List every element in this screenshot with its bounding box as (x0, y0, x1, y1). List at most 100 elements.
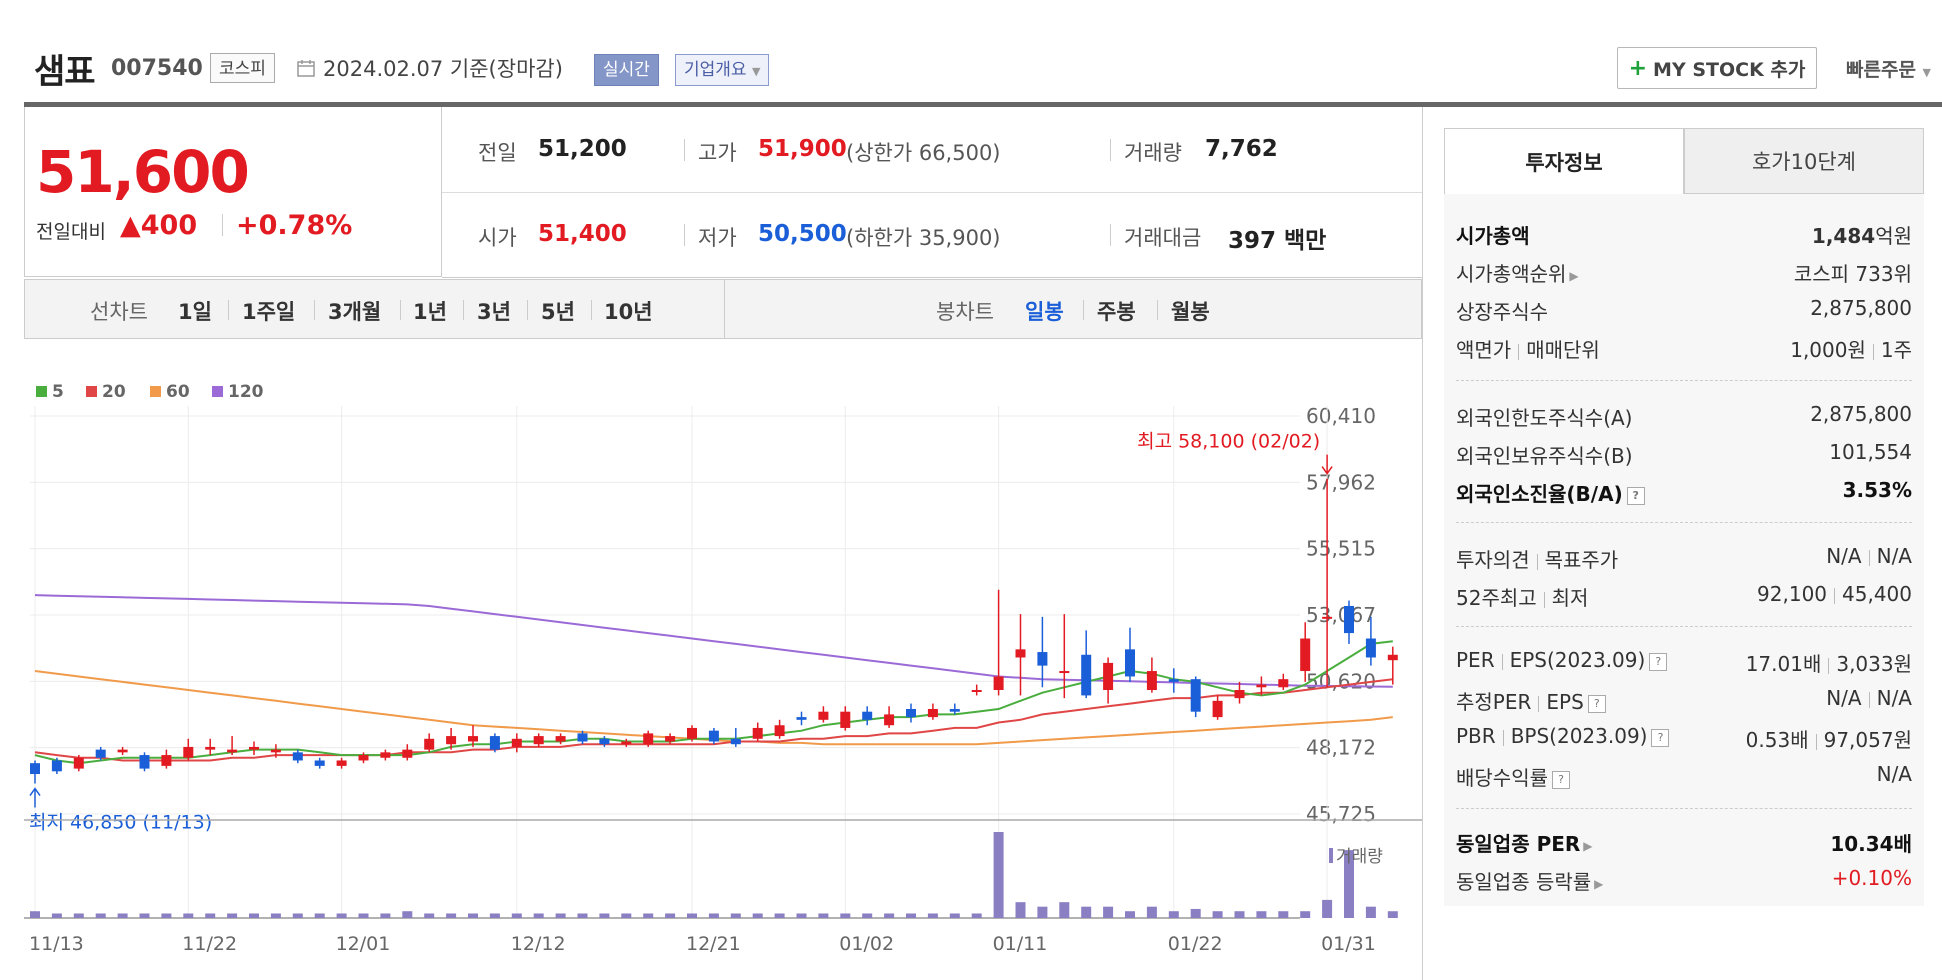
candle-weekly[interactable]: 주봉 (1097, 300, 1136, 324)
period-3m[interactable]: 3개월 (328, 300, 382, 324)
candle-body (1103, 662, 1114, 691)
volume-bar (468, 913, 478, 918)
volume-bar (183, 913, 194, 918)
trade-unit-text: 매매단위 (1526, 338, 1600, 362)
market-badge: 코스피 (210, 53, 275, 83)
opinion-value: N/A N/A (1826, 544, 1912, 568)
divider (314, 300, 315, 320)
candle-body (1365, 638, 1376, 658)
market-cap-rank-link[interactable]: 시가총액순위 ▶ (1456, 258, 1579, 287)
sector-per-link[interactable]: 동일업종 PER ▶ (1456, 828, 1593, 857)
volume-bar (1256, 911, 1267, 918)
volume-bar (730, 913, 741, 918)
candle-body (249, 746, 259, 750)
volume-bar (1387, 911, 1398, 918)
candle-daily[interactable]: 일봉 (1025, 300, 1064, 324)
period-3y[interactable]: 3년 (477, 300, 511, 324)
candle-body (708, 730, 719, 742)
candle-body (949, 708, 960, 712)
low-value: 50,500 (758, 221, 847, 247)
realtime-button[interactable]: 실시간 (594, 54, 659, 86)
volume-bar (117, 913, 128, 918)
candle-body (687, 727, 697, 739)
high-value: 51,900 (758, 136, 847, 162)
target-price-text: 목표주가 (1544, 548, 1619, 572)
candle-body (1212, 700, 1223, 718)
tab-investment-info[interactable]: 투자정보 (1444, 128, 1684, 194)
period-10y[interactable]: 10년 (604, 300, 653, 324)
candle-monthly[interactable]: 월봉 (1171, 300, 1210, 324)
volume-bar (73, 913, 84, 918)
x-tick-label: 01/02 (839, 933, 894, 955)
sector-change-value: +0.10% (1831, 866, 1912, 890)
candle-body (336, 760, 347, 766)
market-cap-label: 시가총액 (1456, 224, 1530, 248)
period-1w[interactable]: 1주일 (242, 300, 296, 324)
sector-change-link[interactable]: 동일업종 등락률 ▶ (1456, 866, 1603, 895)
foreign-limit-label: 외국인한도주식수(A) (1456, 406, 1633, 430)
divider (1872, 343, 1874, 360)
volume-bar (993, 832, 1004, 918)
candle-body (1278, 679, 1289, 688)
candle-body (971, 690, 982, 693)
legend-swatch (86, 386, 97, 397)
lower-limit: (하한가 35,900) (846, 226, 1001, 250)
trade-unit-number: 1주 (1880, 338, 1912, 362)
y-tick-label: 53,067 (1306, 603, 1376, 627)
period-5y[interactable]: 5년 (541, 300, 575, 324)
divider (1083, 300, 1084, 320)
divider (1502, 729, 1504, 746)
quick-order-button[interactable]: 빠른주문 ▼ (1846, 55, 1931, 82)
divider (1536, 553, 1538, 570)
company-info-dropdown[interactable]: 기업개요 ▼ (675, 54, 770, 86)
volume-bar (840, 913, 851, 918)
period-1d[interactable]: 1일 (178, 300, 212, 324)
price-chart[interactable]: 60,410 57,962 55,515 53,067 50,620 48,172 45,7… (24, 370, 1422, 970)
candle-body (993, 676, 1004, 691)
header-divider (24, 102, 1942, 107)
candle-body (1190, 679, 1201, 712)
per-value: 17.01배 3,033원 (1746, 648, 1912, 677)
volume-bar (687, 913, 697, 918)
volume-bar (249, 913, 259, 918)
candle-body (161, 755, 172, 766)
help-icon[interactable]: ? (1649, 652, 1668, 671)
x-tick-label: 01/31 (1321, 933, 1376, 955)
candle-body (402, 749, 413, 758)
divider (1501, 653, 1503, 670)
est-per-value: N/A N/A (1826, 686, 1912, 710)
volume-bar (971, 913, 982, 918)
volume-bar (51, 913, 62, 918)
divider (1456, 808, 1912, 809)
candle-body (599, 738, 610, 745)
chart-toolbar (24, 279, 1422, 339)
help-icon[interactable]: ? (1626, 486, 1645, 505)
help-icon[interactable]: ? (1587, 694, 1606, 713)
x-tick-label: 11/13 (29, 933, 84, 955)
opinion-number: N/A (1826, 544, 1862, 568)
candle-body (424, 738, 435, 750)
volume-bar (533, 913, 544, 918)
tab-orderbook-10[interactable]: 호가10단계 (1684, 128, 1924, 194)
per-text: PER (1456, 648, 1495, 672)
volume-bar (818, 913, 829, 918)
help-icon[interactable]: ? (1651, 728, 1670, 747)
caret-right-icon: ▶ (1583, 838, 1593, 853)
help-icon[interactable]: ? (1552, 770, 1570, 789)
divider (1157, 300, 1158, 320)
divider (400, 300, 401, 320)
mystock-add-button[interactable]: + MY STOCK 추가 (1617, 47, 1817, 89)
market-cap-rank-value: 코스피 733위 (1793, 262, 1912, 286)
line-chart-label: 선차트 (90, 300, 148, 324)
candle-body (555, 736, 566, 742)
candle-body (205, 746, 216, 750)
divider (1834, 587, 1836, 604)
candle-body (314, 760, 325, 766)
divider (222, 214, 223, 236)
volume-bar (1190, 908, 1201, 918)
company-info-label: 기업개요 (684, 60, 747, 80)
caret-right-icon: ▶ (1594, 876, 1604, 891)
volume-bar (796, 913, 807, 918)
period-1y[interactable]: 1년 (413, 300, 447, 324)
divider (1543, 591, 1545, 608)
